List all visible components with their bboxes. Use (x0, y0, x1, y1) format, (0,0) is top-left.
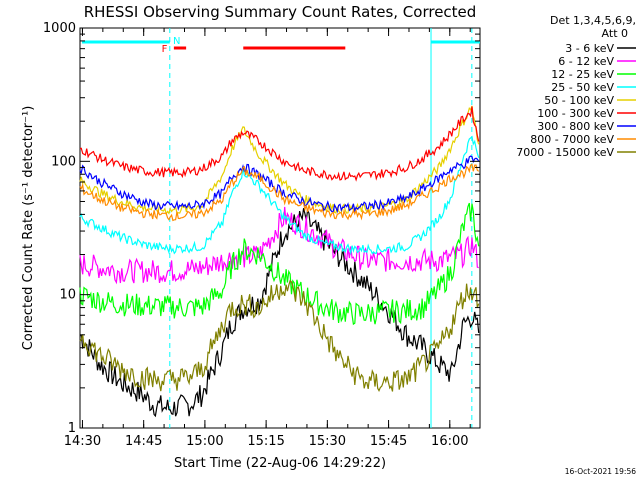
x-axis-label: Start Time (22-Aug-06 14:29:22) (174, 456, 386, 471)
series-line-2 (79, 202, 480, 326)
x-tick-label: 15:00 (186, 434, 223, 449)
footer-date: 16-Oct-2021 19:56 (565, 467, 636, 476)
x-tick-label: 15:15 (247, 434, 284, 449)
plot-area (79, 27, 481, 429)
y-axis-label: Corrected Count Rate (s⁻¹ detector⁻¹) (21, 106, 36, 351)
legend-label-4: 50 - 100 keV (544, 94, 614, 107)
series-line-0 (79, 208, 480, 418)
series-line-7 (79, 163, 480, 222)
legend-label-1: 6 - 12 keV (558, 55, 614, 68)
y-tick-label: 10 (59, 288, 76, 303)
y-tick-label: 100 (51, 154, 76, 169)
x-tick-label: 14:45 (125, 434, 162, 449)
legend-label-2: 12 - 25 keV (551, 68, 614, 81)
series-line-3 (79, 135, 480, 256)
x-tick-label: 15:45 (370, 434, 407, 449)
x-tick-label: 16:00 (431, 434, 468, 449)
series-line-8 (79, 279, 480, 392)
series-line-5 (79, 106, 480, 182)
legend-header-2: Att 0 (602, 27, 628, 40)
series-line-6 (79, 155, 480, 214)
legend-label-3: 25 - 50 keV (551, 81, 614, 94)
legend-header-1: Det 1,3,4,5,6,9, (550, 14, 636, 27)
legend-label-8: 7000 - 15000 keV (516, 146, 614, 159)
y-tick-label: 1000 (43, 21, 76, 36)
legend-label-5: 100 - 300 keV (537, 107, 614, 120)
legend-label-6: 300 - 800 keV (537, 120, 614, 133)
annotation-n: N (173, 36, 180, 47)
series-lines (79, 105, 480, 418)
y-tick-label: 1 (68, 421, 76, 436)
legend-label-7: 800 - 7000 keV (530, 133, 614, 146)
legend-label-0: 3 - 6 keV (565, 42, 614, 55)
series-line-1 (79, 206, 479, 285)
annotation-f: F (162, 44, 168, 55)
x-tick-label: 15:30 (309, 434, 346, 449)
chart-title: RHESSI Observing Summary Count Rates, Co… (84, 3, 477, 21)
x-tick-label: 14:30 (64, 434, 101, 449)
axes: 14:30 14:45 15:00 15:15 15:30 15:45 16:00 1 10 10… (43, 21, 480, 449)
